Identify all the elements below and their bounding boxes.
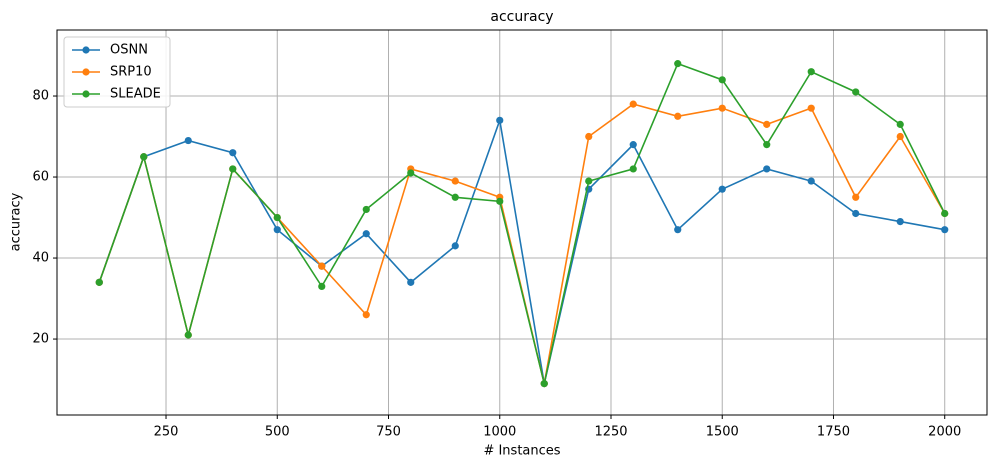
data-point — [273, 226, 281, 234]
y-tick-label: 20 — [32, 332, 49, 347]
legend-label: SLEADE — [110, 87, 161, 102]
data-point — [941, 209, 949, 218]
data-point — [629, 141, 637, 149]
data-point — [718, 185, 726, 193]
x-axis-label: # Instances — [483, 444, 560, 459]
x-tick-label: 1000 — [483, 425, 516, 440]
data-point — [896, 217, 904, 226]
data-point — [852, 88, 860, 96]
x-tick-label: 250 — [154, 425, 179, 440]
data-point — [807, 68, 815, 76]
y-tick-label: 60 — [32, 170, 49, 185]
data-point — [585, 177, 593, 185]
data-point — [407, 169, 415, 177]
data-point — [763, 165, 771, 173]
legend-label: OSNN — [110, 43, 148, 58]
data-point — [540, 380, 548, 388]
data-point — [763, 120, 771, 128]
data-point — [807, 177, 815, 185]
x-tick-label: 500 — [265, 425, 290, 440]
data-point — [718, 104, 726, 112]
data-point — [229, 149, 237, 157]
data-point — [496, 197, 504, 205]
chart-title: accuracy — [490, 9, 553, 25]
data-point — [451, 177, 459, 185]
x-tick-label: 1750 — [817, 425, 850, 440]
data-point — [629, 100, 637, 108]
data-point — [674, 226, 682, 234]
data-point — [807, 104, 815, 112]
data-point — [318, 262, 326, 270]
legend-marker — [82, 46, 90, 54]
series-line — [98, 62, 946, 384]
data-point — [763, 141, 771, 149]
legend: OSNN SRP10 SLEADE — [63, 36, 171, 108]
data-point — [718, 76, 726, 84]
series-line — [98, 117, 945, 384]
data-point — [674, 112, 682, 120]
x-tick-label: 2000 — [928, 425, 961, 440]
data-point — [896, 132, 904, 141]
data-point — [273, 213, 281, 222]
data-point — [140, 153, 148, 161]
data-point — [674, 60, 682, 68]
data-point — [451, 193, 459, 201]
data-point — [941, 226, 949, 234]
data-point — [451, 242, 459, 250]
x-tick-label: 1500 — [706, 425, 739, 440]
data-point — [852, 193, 860, 201]
plot-frame — [56, 29, 988, 416]
data-point — [407, 278, 415, 286]
legend-marker — [82, 90, 90, 98]
data-point — [362, 205, 370, 214]
data-point — [496, 116, 504, 124]
data-point — [585, 132, 593, 141]
y-tick-label: 80 — [32, 89, 49, 104]
y-axis-label: accuracy — [9, 192, 24, 251]
legend-box — [63, 36, 171, 108]
legend-marker — [82, 68, 90, 76]
legend-label: SRP10 — [110, 65, 152, 80]
data-point — [95, 278, 103, 286]
x-tick-label: 1250 — [594, 425, 627, 440]
data-point — [362, 311, 370, 319]
data-point — [852, 209, 860, 218]
data-point — [318, 282, 326, 290]
data-point — [184, 331, 192, 339]
x-tick-label: 750 — [376, 425, 401, 440]
data-point — [629, 165, 637, 173]
data-point — [896, 120, 904, 128]
data-point — [229, 165, 237, 173]
data-point — [184, 136, 192, 145]
data-point — [362, 230, 370, 238]
y-tick-label: 40 — [32, 251, 49, 266]
